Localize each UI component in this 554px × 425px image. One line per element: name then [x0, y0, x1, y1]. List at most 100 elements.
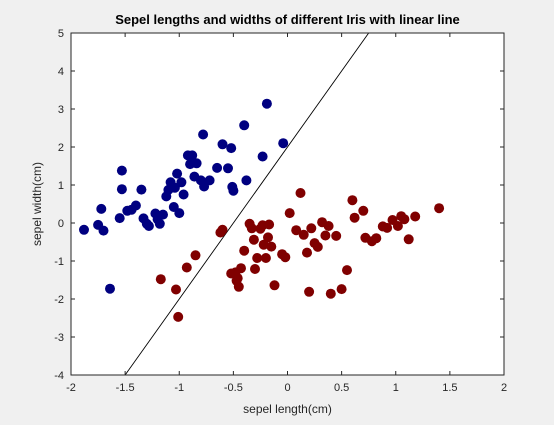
series-1-point-11 — [136, 184, 147, 195]
series-1-point-0 — [79, 224, 89, 235]
series-2-point-11 — [233, 281, 244, 292]
y-axis-label: sepel width(cm) — [30, 162, 44, 246]
series-2-point-45 — [347, 195, 358, 206]
series-1-point-30 — [187, 150, 198, 161]
series-1-point-14 — [143, 221, 154, 231]
series-1-point-44 — [241, 175, 252, 186]
series-2-point-50 — [371, 233, 382, 244]
series-2-point-57 — [403, 234, 414, 245]
series-1-point-17 — [154, 218, 165, 229]
x-tick-label: -1 — [174, 382, 184, 394]
series-2-point-52 — [382, 222, 393, 233]
x-tick-label: 0 — [284, 382, 290, 394]
series-1-point-18 — [158, 209, 168, 220]
series-1-point-34 — [198, 129, 209, 140]
series-2-point-24 — [264, 219, 275, 230]
series-1-point-37 — [212, 162, 223, 173]
series-1-point-47 — [278, 138, 289, 149]
series-2-point-28 — [280, 252, 291, 263]
series-2-point-37 — [312, 241, 323, 252]
series-2-point-56 — [399, 214, 410, 225]
x-tick-label: -2 — [66, 382, 76, 394]
series-2-point-40 — [323, 221, 334, 231]
y-tick-label: 5 — [58, 28, 64, 40]
x-tick-label: 0.5 — [334, 382, 349, 394]
series-2-point-58 — [410, 211, 421, 222]
series-2-point-12 — [236, 263, 246, 274]
series-2-point-18 — [252, 253, 263, 263]
chart-title: Sepel lengths and widths of different Ir… — [115, 12, 460, 27]
x-tick-label: 2 — [501, 382, 507, 394]
y-axis: -4 -3 -2 -1 0 1 2 3 4 5 — [54, 28, 504, 382]
series-2-point-1 — [171, 284, 181, 295]
series-1-point-45 — [257, 151, 268, 162]
series-1-point-26 — [176, 177, 187, 188]
series-1-point-46 — [261, 98, 272, 109]
y-tick-label: 0 — [58, 218, 64, 230]
series-2-point-42 — [331, 230, 342, 241]
series-2-point-6 — [217, 224, 228, 235]
y-tick-label: 3 — [58, 104, 64, 116]
series-1-point-40 — [226, 143, 237, 154]
series-2-point-43 — [336, 284, 347, 295]
series-1-point-5 — [114, 213, 125, 224]
series-2-point-54 — [392, 221, 403, 231]
series-1-point-25 — [174, 208, 185, 219]
series-1-point-4 — [105, 283, 115, 294]
series-1-point-32 — [191, 158, 202, 169]
series-2-point-47 — [358, 205, 369, 216]
series-1-point-10 — [130, 200, 141, 211]
series-2-point-16 — [248, 234, 259, 245]
series-2-point-23 — [263, 232, 273, 243]
series-2-point-10 — [232, 273, 243, 284]
series-2-point-2 — [173, 311, 184, 322]
y-tick-label: 2 — [58, 142, 64, 154]
series-2-point-41 — [325, 288, 336, 299]
series-1-point-43 — [239, 120, 250, 131]
series-2-point-33 — [302, 247, 312, 258]
y-tick-label: -4 — [54, 370, 64, 382]
axes-box — [70, 32, 505, 376]
series-2-point-46 — [349, 212, 360, 223]
series-2-point-15 — [246, 223, 257, 234]
series-1-point-36 — [204, 175, 215, 186]
y-tick-label: -1 — [54, 256, 64, 268]
series-2-point-29 — [284, 208, 295, 219]
series-2-point-30 — [291, 225, 302, 236]
series-1-point-6 — [116, 165, 127, 176]
series-1-point-39 — [223, 163, 233, 174]
series-2-point-31 — [295, 188, 306, 198]
y-tick-label: -2 — [54, 294, 64, 306]
x-tick-label: 1.5 — [442, 382, 457, 394]
series-1-point-3 — [96, 203, 107, 214]
series-1-point-27 — [178, 189, 189, 200]
x-axis: -2 -1.5 -1 -0.5 0 0.5 1 1.5 2 — [66, 33, 507, 394]
series-1-point-7 — [116, 184, 127, 195]
linear-line — [124, 33, 370, 375]
series-2-point-25 — [266, 241, 277, 252]
series-1-point-42 — [228, 185, 239, 196]
y-tick-label: 4 — [58, 66, 64, 78]
series-2-point-32 — [298, 229, 309, 240]
series-2-point-17 — [250, 264, 260, 274]
series-2-point-35 — [306, 223, 317, 234]
series-1-point-38 — [217, 139, 228, 150]
series-2-point-0 — [155, 274, 166, 285]
series-1-point-24 — [172, 168, 183, 179]
series-2-point-44 — [342, 265, 352, 276]
series-2-point-22 — [260, 253, 271, 263]
series-2-point-39 — [320, 230, 331, 241]
x-tick-label: -0.5 — [224, 382, 243, 394]
data-marks — [79, 33, 445, 375]
series-1-point-2 — [98, 225, 109, 236]
series-2-point-3 — [181, 262, 192, 273]
series-2-point-59 — [434, 203, 445, 214]
y-tick-label: -3 — [54, 332, 64, 344]
series-2-point-21 — [258, 239, 269, 250]
y-tick-label: 1 — [58, 180, 64, 192]
x-tick-label: 1 — [393, 382, 399, 394]
x-tick-label: -1.5 — [116, 382, 135, 394]
series-2-point-34 — [304, 286, 315, 297]
